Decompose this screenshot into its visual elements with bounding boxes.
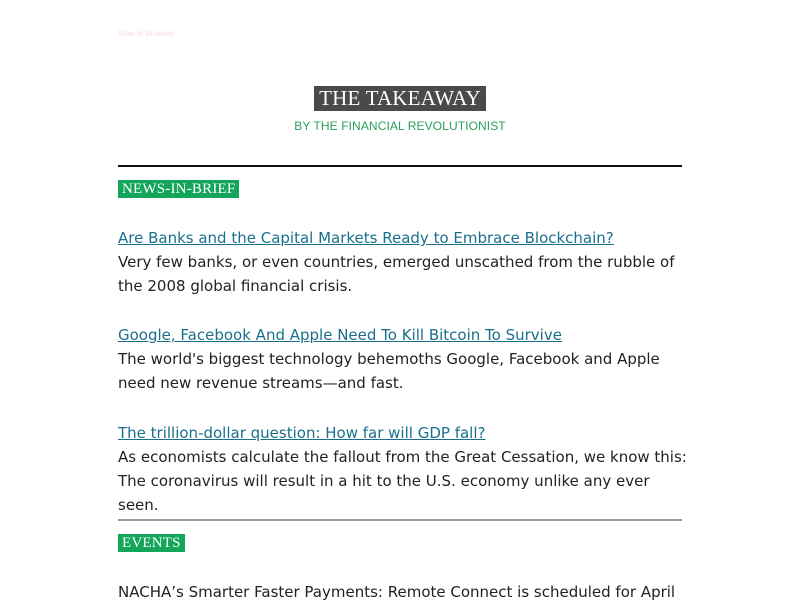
news-story-headline-link[interactable]: The trillion-dollar question: How far wi… xyxy=(118,424,486,442)
news-story-summary: As economists calculate the fallout from… xyxy=(118,448,687,514)
view-in-browser-link[interactable]: View in browser xyxy=(118,29,175,38)
newsletter-header: THE TAKEAWAY BY THE FINANCIAL REVOLUTION… xyxy=(0,86,800,133)
header-divider xyxy=(118,165,682,167)
news-story: The trillion-dollar question: How far wi… xyxy=(118,421,688,517)
events-description: NACHA’s Smarter Faster Payments: Remote … xyxy=(118,583,676,600)
events-label: EVENTS xyxy=(118,534,185,552)
news-story-headline-link[interactable]: Google, Facebook And Apple Need To Kill … xyxy=(118,326,562,344)
news-story: Google, Facebook And Apple Need To Kill … xyxy=(118,323,688,395)
news-story-headline-link[interactable]: Are Banks and the Capital Markets Ready … xyxy=(118,229,614,247)
byline: BY THE FINANCIAL REVOLUTIONIST xyxy=(294,119,506,133)
masthead-title: THE TAKEAWAY xyxy=(314,86,486,111)
news-in-brief-label: NEWS-IN-BRIEF xyxy=(118,180,240,198)
news-story: Are Banks and the Capital Markets Ready … xyxy=(118,226,688,298)
news-story-summary: Very few banks, or even countries, emerg… xyxy=(118,253,675,295)
section-divider xyxy=(118,519,682,521)
news-story-summary: The world's biggest technology behemoths… xyxy=(118,350,660,392)
